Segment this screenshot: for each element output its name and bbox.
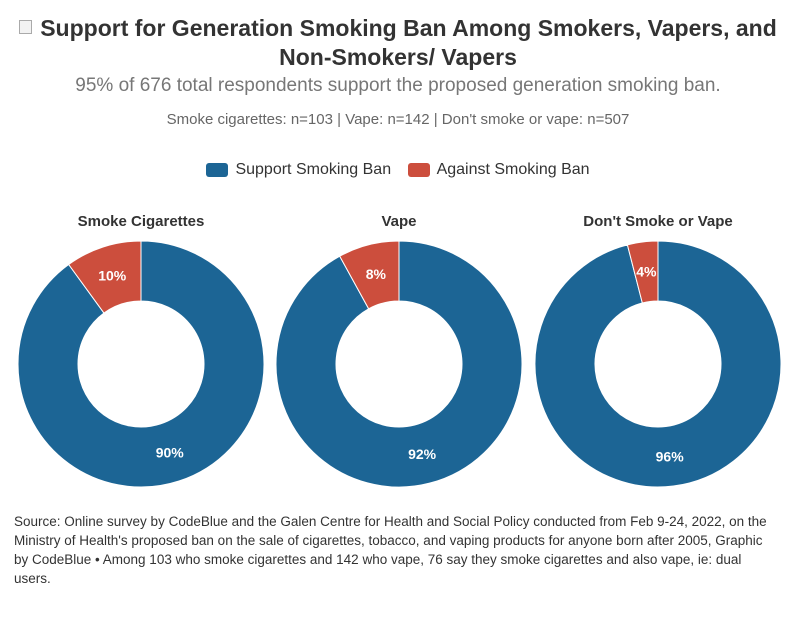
donut-title: Vape	[381, 213, 416, 230]
donut-chart-2: Vape 92% 8%	[275, 213, 523, 488]
legend-label-support: Support Smoking Ban	[235, 161, 392, 178]
data-label-support: 90%	[156, 444, 185, 460]
broken-image-icon	[19, 20, 33, 34]
data-label-against: 4%	[636, 264, 657, 280]
chart-notes: Source: Online survey by CodeBlue and th…	[14, 514, 767, 586]
data-label-support: 92%	[408, 446, 437, 462]
legend-item-support[interactable]: Support Smoking Ban	[206, 161, 391, 179]
legend-item-against[interactable]: Against Smoking Ban	[407, 161, 590, 179]
donut-charts: Smoke Cigarettes 90% 10% Vape 92% 8% Don't Smo…	[17, 213, 782, 488]
legend-swatch-against	[407, 163, 430, 177]
data-label-support: 96%	[656, 448, 685, 464]
donut-title: Don't Smoke or Vape	[583, 213, 732, 230]
slice-against[interactable]	[68, 240, 142, 314]
legend-label-against: Against Smoking Ban	[436, 161, 590, 178]
chart-description: Smoke cigarettes: n=103 | Vape: n=142 | …	[166, 111, 630, 128]
chart-title: Support for Generation Smoking Ban Among…	[40, 15, 777, 70]
slice-against[interactable]	[626, 240, 659, 304]
data-label-against: 8%	[366, 266, 387, 282]
legend-swatch-support	[206, 163, 229, 177]
slice-support[interactable]	[275, 240, 523, 488]
donut-title: Smoke Cigarettes	[78, 213, 205, 230]
legend: Support Smoking Ban Against Smoking Ban	[0, 161, 796, 182]
slice-support[interactable]	[17, 240, 265, 488]
data-label-against: 10%	[98, 268, 127, 284]
donut-chart-3: Don't Smoke or Vape 96% 4%	[534, 213, 782, 488]
chart-title-row: Support for Generation Smoking Ban Among…	[0, 14, 796, 72]
slice-support[interactable]	[534, 240, 782, 488]
donut-chart-1: Smoke Cigarettes 90% 10%	[17, 213, 265, 488]
slice-against[interactable]	[339, 240, 400, 310]
chart-subtitle: 95% of 676 total respondents support the…	[75, 75, 721, 96]
